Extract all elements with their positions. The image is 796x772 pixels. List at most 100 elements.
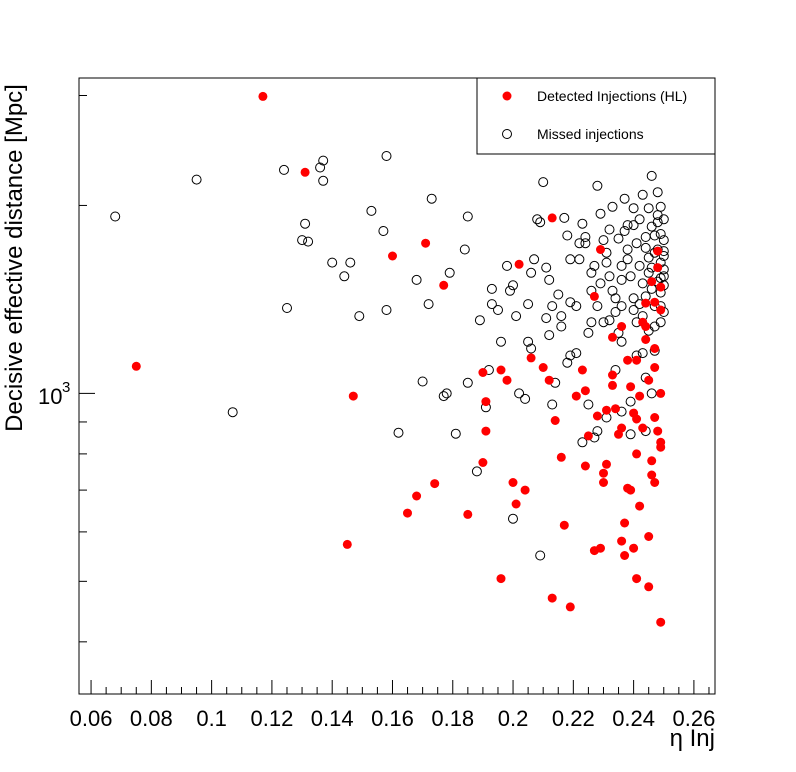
missed-injection-point <box>607 201 618 212</box>
missed-injection-point <box>417 376 428 387</box>
missed-injection-point <box>303 236 314 247</box>
missed-injection-point <box>523 299 534 310</box>
missed-injection-point <box>583 399 594 410</box>
missed-injection-point <box>616 336 627 347</box>
detected-injection-point <box>644 375 654 385</box>
missed-injection-point <box>619 226 630 236</box>
missed-injection-point <box>279 164 289 175</box>
missed-injection-point <box>366 205 377 216</box>
missed-injection-point <box>628 220 639 231</box>
missed-injection-point <box>595 278 606 289</box>
x-tick-label: 0.1 <box>196 706 227 731</box>
detected-injection-point <box>565 602 575 612</box>
missed-injection-point <box>496 336 506 347</box>
detected-injection-point <box>596 543 605 553</box>
legend-marker-missed <box>502 129 512 139</box>
missed-injection-point <box>535 217 546 228</box>
missed-injection-point <box>471 466 482 477</box>
x-tick-label: 0.2 <box>498 706 529 731</box>
detected-injection-point <box>650 478 660 487</box>
missed-injection-point <box>586 317 597 328</box>
missed-injection-point <box>393 427 404 438</box>
detected-injection-point <box>620 551 630 560</box>
missed-injection-point <box>441 388 452 399</box>
missed-injection-point <box>529 254 540 265</box>
detected-injection-point <box>403 508 412 518</box>
detected-injection-point <box>656 388 666 398</box>
missed-injection-point <box>556 311 567 322</box>
detected-injection-point <box>650 344 660 353</box>
missed-injection-point <box>586 267 597 278</box>
missed-injection-point <box>300 218 311 229</box>
missed-injection-point <box>658 251 669 261</box>
y-axis-title: Decisive effective distance [Mpc] <box>1 84 28 432</box>
missed-injection-point <box>619 193 630 204</box>
missed-injection-point <box>315 162 326 173</box>
detected-injection-point <box>653 246 663 256</box>
x-axis: 0.06 0.08 0.1 0.12 0.14 0.16 0.18 0.2 0.22 0.24 0.… <box>70 680 715 731</box>
missed-injection-point <box>562 230 573 241</box>
detected-injection-point <box>599 468 608 478</box>
missed-injection-point <box>562 357 573 368</box>
missed-injection-point <box>577 437 588 448</box>
detected-injection-point <box>502 375 512 385</box>
missed-injection-point <box>526 343 537 354</box>
missed-injection-point <box>505 285 515 296</box>
missed-injection-point <box>547 399 558 410</box>
detected-injection-point <box>656 282 666 292</box>
missed-injection-point <box>634 214 645 225</box>
missed-injection-point <box>604 315 615 326</box>
missed-injection-point <box>345 257 356 268</box>
missed-injection-point <box>574 238 585 249</box>
missed-injection-point <box>547 301 558 312</box>
detected-injection-point <box>638 423 648 433</box>
detected-injection-point <box>559 520 569 530</box>
missed-injection-point <box>649 230 660 241</box>
missed-injection-point <box>486 299 497 310</box>
detected-injection-point <box>342 539 352 549</box>
x-tick-label: 0.18 <box>431 706 474 731</box>
missed-injection-point <box>474 315 485 326</box>
detected-injection-point <box>547 593 557 603</box>
detected-injection-point <box>632 449 642 459</box>
detected-injection-point <box>496 365 506 375</box>
detected-injection-point <box>653 426 663 436</box>
missed-injection-point <box>622 244 633 255</box>
missed-injection-point <box>556 321 567 332</box>
missed-injection-point <box>565 350 576 361</box>
missed-injection-point <box>580 238 591 249</box>
missed-injection-point <box>571 301 582 312</box>
missed-injection-point <box>191 174 202 185</box>
missed-injection-point <box>610 293 621 304</box>
detected-injection-point <box>580 461 590 471</box>
detected-injection-point <box>647 277 657 287</box>
x-tick-label: 0.14 <box>311 706 354 731</box>
detected-injection-point <box>580 386 590 396</box>
x-tick-label: 0.12 <box>250 706 293 731</box>
y-major-tick-label: 10 3 <box>38 379 70 409</box>
detected-injection-point <box>583 431 593 441</box>
detected-injection-point <box>481 397 491 407</box>
missed-injection-point <box>282 303 292 313</box>
missed-injection-point <box>459 244 470 255</box>
detected-injection-point <box>463 509 473 519</box>
missed-injection-point <box>541 262 552 273</box>
detected-injection-point <box>656 617 666 627</box>
detected-injection-point <box>478 368 488 377</box>
detected-injection-point <box>526 353 536 363</box>
x-tick-label: 0.06 <box>70 706 113 731</box>
detected-injection-point <box>599 478 608 487</box>
detected-injection-point <box>258 91 268 101</box>
detected-injection-point <box>421 238 431 248</box>
missed-injection-point <box>652 187 663 198</box>
missed-injection-point <box>444 267 455 278</box>
missed-injection-point <box>613 233 624 244</box>
x-axis-title: η Inj <box>670 725 715 752</box>
missed-injection-point <box>580 232 591 242</box>
detected-injection-point <box>626 485 636 495</box>
x-tick-label: 0.16 <box>371 706 414 731</box>
detected-injection-point <box>412 491 422 501</box>
missed-injection-point <box>628 293 639 304</box>
missed-injection-point <box>598 317 609 328</box>
